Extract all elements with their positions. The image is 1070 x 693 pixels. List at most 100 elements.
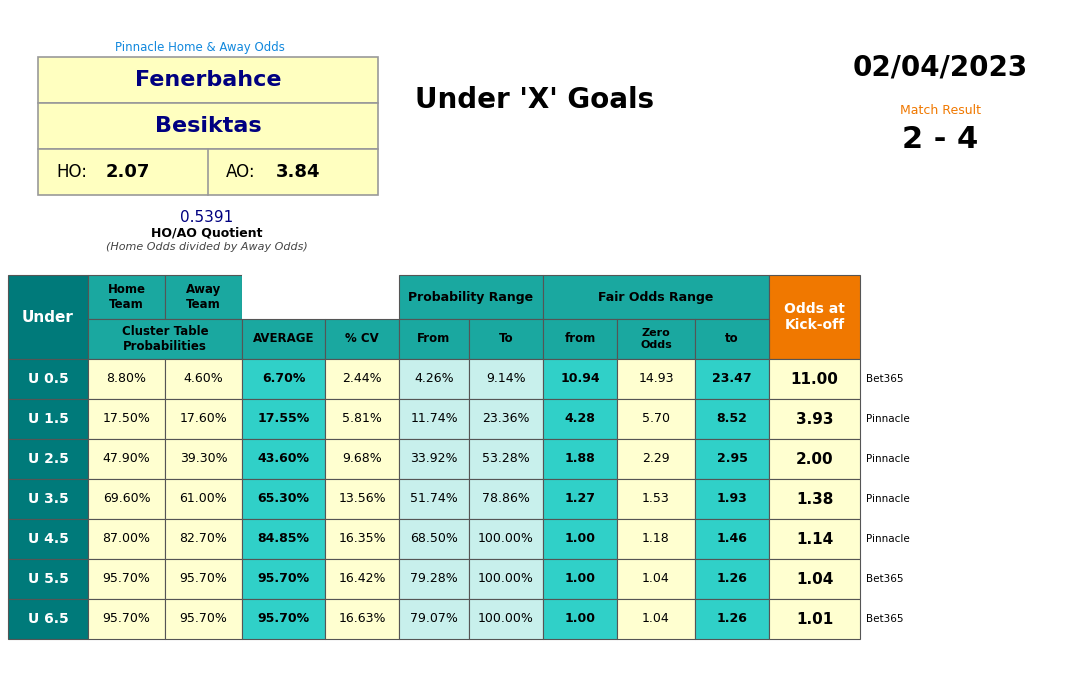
- Text: 1.00: 1.00: [565, 572, 596, 586]
- Text: 68.50%: 68.50%: [410, 532, 458, 545]
- FancyBboxPatch shape: [88, 275, 165, 319]
- Text: 4.28: 4.28: [565, 412, 595, 426]
- FancyBboxPatch shape: [325, 319, 399, 359]
- Text: 79.28%: 79.28%: [410, 572, 458, 586]
- Text: 1.27: 1.27: [565, 493, 596, 505]
- FancyBboxPatch shape: [325, 519, 399, 559]
- FancyBboxPatch shape: [165, 519, 242, 559]
- Text: 3.93: 3.93: [796, 412, 834, 426]
- Text: Bet365: Bet365: [866, 374, 903, 384]
- Text: 95.70%: 95.70%: [180, 613, 228, 626]
- FancyBboxPatch shape: [696, 479, 769, 519]
- FancyBboxPatch shape: [242, 559, 325, 599]
- FancyBboxPatch shape: [542, 275, 769, 319]
- Text: 1.01: 1.01: [796, 611, 834, 626]
- Text: 69.60%: 69.60%: [103, 493, 150, 505]
- FancyBboxPatch shape: [165, 439, 242, 479]
- FancyBboxPatch shape: [542, 439, 617, 479]
- Text: 100.00%: 100.00%: [478, 572, 534, 586]
- FancyBboxPatch shape: [769, 359, 860, 399]
- Text: Fair Odds Range: Fair Odds Range: [598, 290, 714, 304]
- Text: Besiktas: Besiktas: [155, 116, 261, 136]
- FancyBboxPatch shape: [88, 599, 165, 639]
- Text: 43.60%: 43.60%: [258, 453, 309, 466]
- Text: 14.93: 14.93: [638, 373, 674, 385]
- Text: 5.81%: 5.81%: [342, 412, 382, 426]
- Text: Under 'X' Goals: Under 'X' Goals: [415, 86, 655, 114]
- FancyBboxPatch shape: [542, 599, 617, 639]
- FancyBboxPatch shape: [617, 319, 696, 359]
- Text: 53.28%: 53.28%: [483, 453, 530, 466]
- Text: 65.30%: 65.30%: [258, 493, 309, 505]
- Text: 1.38: 1.38: [796, 491, 834, 507]
- Text: 33.92%: 33.92%: [410, 453, 458, 466]
- FancyBboxPatch shape: [165, 599, 242, 639]
- FancyBboxPatch shape: [399, 599, 469, 639]
- Text: 51.74%: 51.74%: [410, 493, 458, 505]
- Text: Pinnacle: Pinnacle: [866, 414, 910, 424]
- Text: 61.00%: 61.00%: [180, 493, 228, 505]
- FancyBboxPatch shape: [617, 599, 696, 639]
- Text: HO:: HO:: [56, 163, 87, 181]
- FancyBboxPatch shape: [88, 519, 165, 559]
- Text: 82.70%: 82.70%: [180, 532, 228, 545]
- FancyBboxPatch shape: [242, 439, 325, 479]
- Text: 95.70%: 95.70%: [103, 572, 151, 586]
- Text: 16.63%: 16.63%: [338, 613, 386, 626]
- FancyBboxPatch shape: [88, 479, 165, 519]
- FancyBboxPatch shape: [769, 519, 860, 559]
- FancyBboxPatch shape: [39, 149, 378, 195]
- Text: 1.04: 1.04: [796, 572, 834, 586]
- Text: 9.68%: 9.68%: [342, 453, 382, 466]
- Text: 02/04/2023: 02/04/2023: [853, 54, 1027, 82]
- Text: 87.00%: 87.00%: [103, 532, 151, 545]
- Text: 84.85%: 84.85%: [258, 532, 309, 545]
- Text: 16.42%: 16.42%: [338, 572, 386, 586]
- FancyBboxPatch shape: [617, 399, 696, 439]
- FancyBboxPatch shape: [469, 319, 542, 359]
- FancyBboxPatch shape: [769, 559, 860, 599]
- FancyBboxPatch shape: [165, 399, 242, 439]
- Text: to: to: [725, 333, 738, 346]
- Text: Away
Team: Away Team: [186, 283, 221, 311]
- FancyBboxPatch shape: [469, 399, 542, 439]
- Text: from: from: [564, 333, 596, 346]
- Text: 79.07%: 79.07%: [410, 613, 458, 626]
- Text: 95.70%: 95.70%: [258, 572, 309, 586]
- Text: 8.80%: 8.80%: [107, 373, 147, 385]
- FancyBboxPatch shape: [469, 599, 542, 639]
- FancyBboxPatch shape: [696, 439, 769, 479]
- FancyBboxPatch shape: [542, 519, 617, 559]
- Text: 16.35%: 16.35%: [338, 532, 386, 545]
- Text: 8.52: 8.52: [717, 412, 748, 426]
- FancyBboxPatch shape: [88, 439, 165, 479]
- Text: Pinnacle: Pinnacle: [866, 494, 910, 504]
- FancyBboxPatch shape: [88, 399, 165, 439]
- FancyBboxPatch shape: [242, 319, 325, 359]
- FancyBboxPatch shape: [325, 599, 399, 639]
- Text: 95.70%: 95.70%: [103, 613, 151, 626]
- Text: 1.53: 1.53: [642, 493, 670, 505]
- FancyBboxPatch shape: [617, 359, 696, 399]
- FancyBboxPatch shape: [469, 439, 542, 479]
- Text: 1.00: 1.00: [565, 532, 596, 545]
- Text: Odds at
Kick-off: Odds at Kick-off: [784, 302, 845, 332]
- FancyBboxPatch shape: [88, 559, 165, 599]
- FancyBboxPatch shape: [165, 275, 242, 319]
- Text: 1.93: 1.93: [717, 493, 747, 505]
- Text: 95.70%: 95.70%: [180, 572, 228, 586]
- Text: 1.04: 1.04: [642, 613, 670, 626]
- Text: % CV: % CV: [346, 333, 379, 346]
- Text: Zero
Odds: Zero Odds: [640, 328, 672, 350]
- Text: 39.30%: 39.30%: [180, 453, 227, 466]
- FancyBboxPatch shape: [242, 479, 325, 519]
- Text: 3.84: 3.84: [276, 163, 320, 181]
- FancyBboxPatch shape: [7, 599, 88, 639]
- Text: U 4.5: U 4.5: [28, 532, 68, 546]
- Text: HO/AO Quotient: HO/AO Quotient: [151, 227, 263, 240]
- FancyBboxPatch shape: [242, 519, 325, 559]
- FancyBboxPatch shape: [469, 519, 542, 559]
- Text: Under: Under: [22, 310, 74, 324]
- FancyBboxPatch shape: [617, 439, 696, 479]
- FancyBboxPatch shape: [542, 359, 617, 399]
